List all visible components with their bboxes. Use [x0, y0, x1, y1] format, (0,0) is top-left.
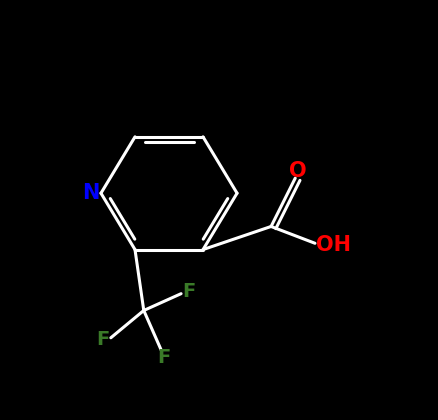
Text: N: N: [82, 183, 100, 203]
Text: F: F: [156, 349, 170, 368]
Text: F: F: [96, 331, 110, 349]
Text: F: F: [182, 282, 195, 301]
Text: OH: OH: [315, 235, 350, 255]
Text: O: O: [288, 160, 306, 181]
